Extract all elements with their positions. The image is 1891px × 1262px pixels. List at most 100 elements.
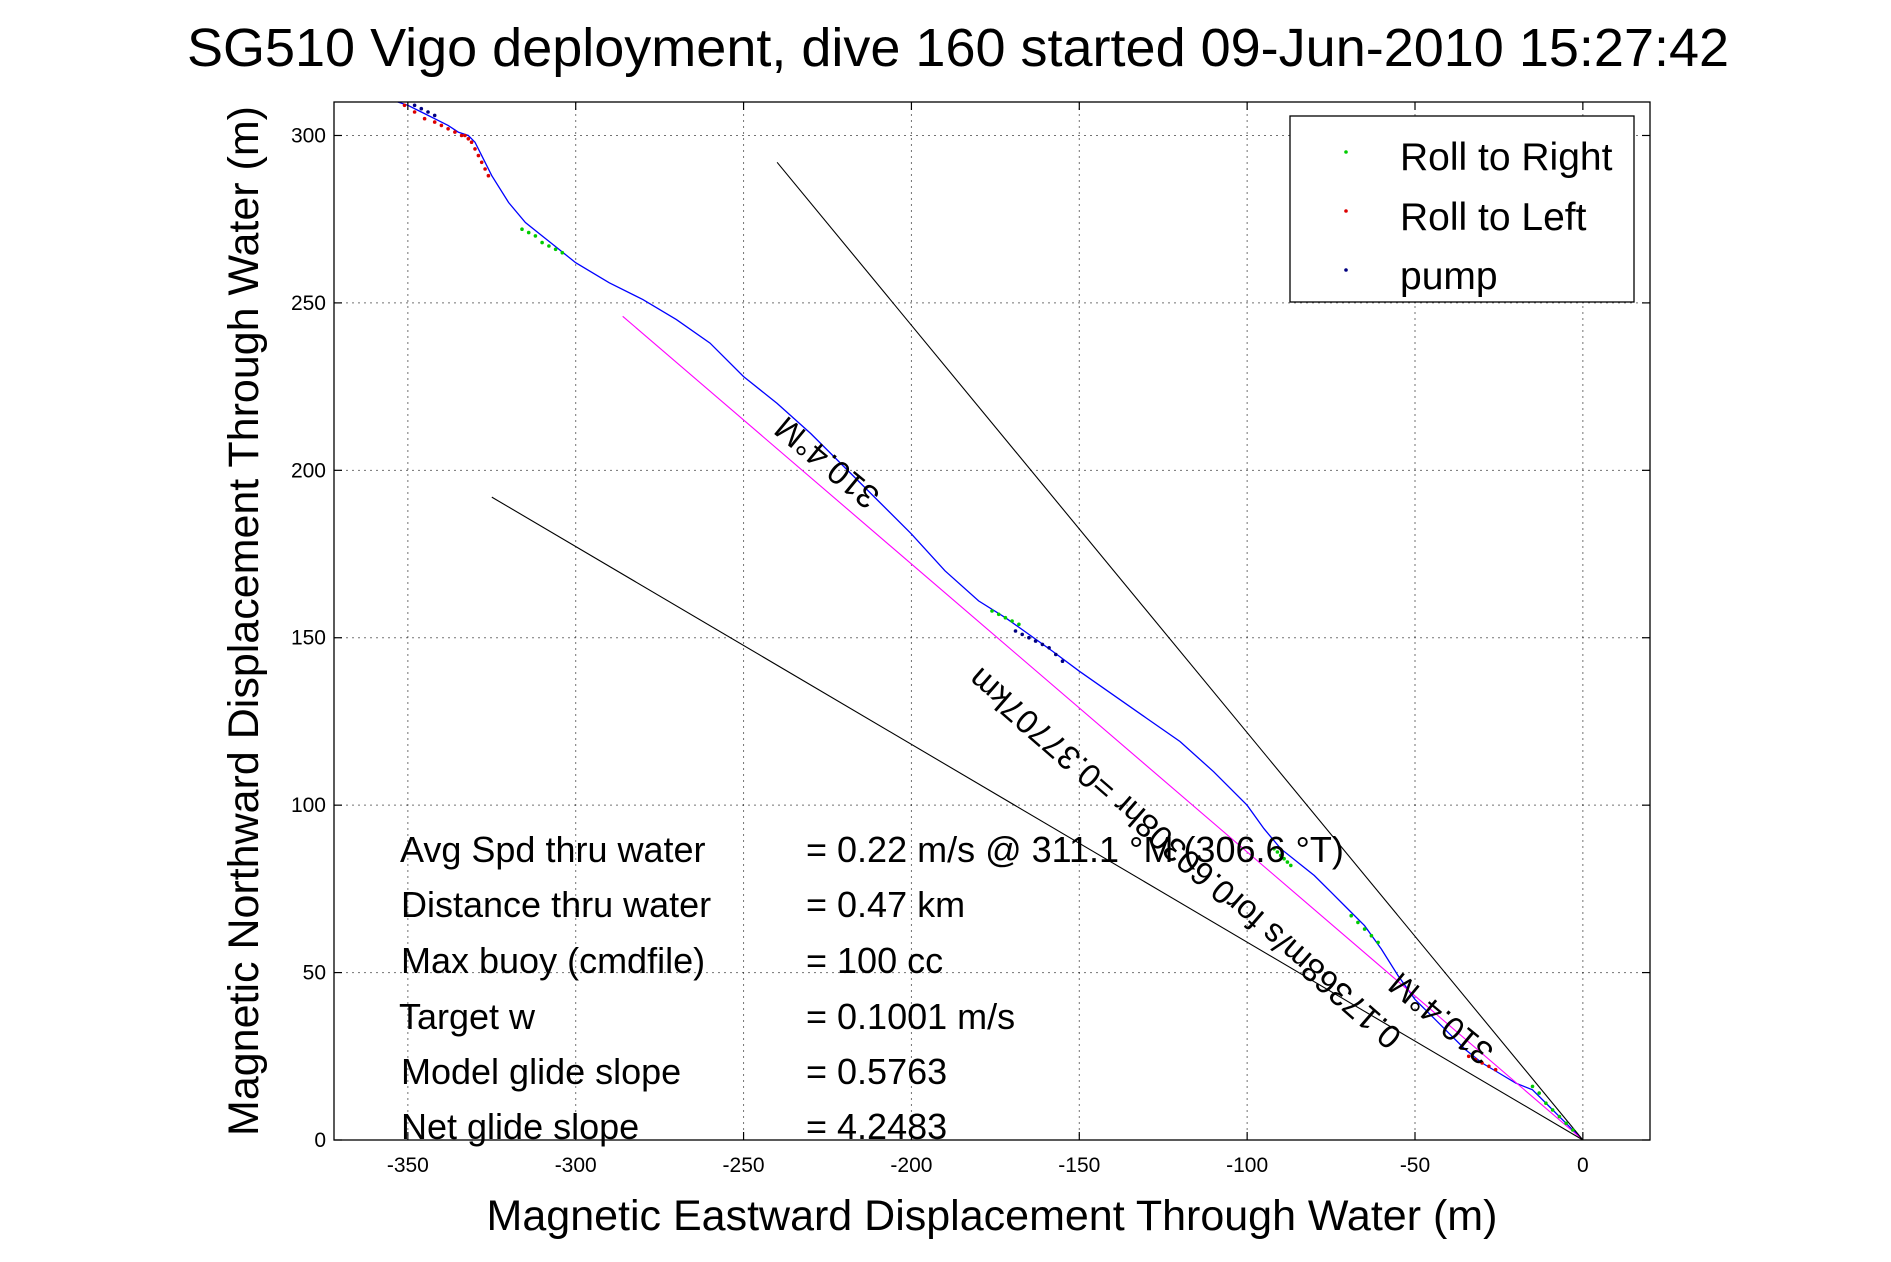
grid (334, 102, 1650, 1141)
roll-left-point (1493, 1067, 1498, 1072)
depth-average-current-line (622, 315, 1584, 1141)
y-tick-label: 200 (291, 459, 326, 482)
heading-reference-line (491, 496, 1584, 1141)
roll-left-point (479, 160, 484, 165)
summary-label-target-w: Target w (399, 996, 536, 1037)
summary-label-max-buoy: Max buoy (cmdfile) (401, 940, 705, 981)
roll-right-point (1278, 853, 1283, 858)
x-tick-label: -150 (1058, 1154, 1100, 1177)
summary-value-distance: = 0.47 km (806, 884, 965, 925)
y-tick-label: 50 (303, 962, 326, 985)
y-tick-label: 300 (291, 124, 326, 147)
y-axis-label: Magnetic Northward Displacement Through … (220, 106, 268, 1136)
roll-right-point (526, 230, 531, 235)
roll-left-point (446, 127, 450, 131)
legend-marker-roll-right (1344, 150, 1348, 154)
roll-right-point (1530, 1084, 1535, 1089)
summary-value-net-glide: = 4.2483 (806, 1106, 947, 1147)
roll-right-point (1376, 940, 1380, 945)
x-tick-label: -50 (1400, 1154, 1430, 1177)
pump-point (432, 113, 437, 118)
roll-left-point (1487, 1064, 1491, 1069)
roll-right-point (1571, 1128, 1575, 1132)
x-tick-label: -250 (723, 1154, 765, 1177)
roll-right-point (1362, 927, 1367, 931)
summary-value-max-buoy: = 100 cc (806, 940, 943, 981)
pump-point (426, 110, 430, 114)
roll-right-point (1356, 920, 1360, 925)
roll-left-point (486, 173, 491, 178)
roll-left-point (483, 167, 487, 171)
roll-right-point (1557, 1114, 1562, 1119)
pump-point (1054, 652, 1058, 657)
roll-right-point (996, 612, 1001, 617)
roll-right-point (560, 250, 565, 255)
roll-right-point (1537, 1091, 1541, 1095)
summary-value-target-w: = 0.1001 m/s (806, 996, 1015, 1037)
roll-left-point (459, 133, 464, 138)
roll-right-point (547, 244, 551, 248)
x-tick-label: -200 (890, 1154, 932, 1177)
summary-label-net-glide: Net glide slope (401, 1106, 639, 1147)
pump-point (412, 103, 417, 108)
roll-right-point (1564, 1121, 1568, 1126)
roll-left-point (422, 116, 427, 121)
axis-ticks: -350 -300 -250 -200 -150 -100 -50 0 0 50 100 150 200… (291, 102, 1650, 1177)
x-axis-label: Magnetic Eastward Displacement Through W… (487, 1192, 1498, 1240)
summary-label-avg-speed: Avg Spd thru water (400, 829, 706, 870)
roll-right-point (1275, 850, 1280, 854)
x-tick-label: -350 (387, 1154, 429, 1177)
y-tick-label: 100 (291, 794, 326, 817)
x-tick-label: -300 (555, 1154, 597, 1177)
roll-right-point (1010, 619, 1014, 623)
legend-label-pump: pump (1400, 255, 1498, 298)
roll-right-point (1285, 860, 1290, 864)
pump-point (1040, 642, 1045, 647)
legend-label-roll-left: Roll to Left (1400, 196, 1587, 239)
pump-point (1027, 635, 1031, 640)
roll-right-point (990, 609, 994, 613)
heading-reference-line (776, 161, 1584, 1141)
pump-point (1060, 659, 1065, 663)
roll-right-point (1289, 863, 1293, 868)
summary-value-model-glide: = 0.5763 (806, 1051, 947, 1092)
roll-left-point (466, 137, 471, 141)
legend-marker-pump (1344, 268, 1348, 272)
pump-point (1013, 629, 1018, 633)
x-tick-label: -100 (1226, 1154, 1268, 1177)
roll-right-point (1003, 615, 1008, 620)
pump-point (1047, 646, 1051, 650)
chart-title: SG510 Vigo deployment, dive 160 started … (187, 18, 1729, 78)
roll-right-point (1282, 856, 1286, 861)
pump-point (1020, 632, 1024, 637)
roll-left-point (1473, 1057, 1478, 1062)
roll-left-point (402, 103, 407, 108)
roll-left-point (469, 140, 474, 144)
heading-annotation-top: 310.4°M (767, 409, 886, 516)
legend-marker-roll-left (1344, 209, 1348, 213)
roll-right-point (1544, 1101, 1548, 1105)
y-tick-label: 0 (314, 1129, 326, 1152)
y-tick-label: 250 (291, 292, 326, 315)
roll-left-point (463, 133, 467, 138)
roll-right-point (540, 240, 544, 245)
roll-left-point (476, 153, 481, 158)
roll-right-point (533, 234, 538, 238)
roll-right-point (553, 247, 558, 252)
legend-box (1289, 115, 1635, 303)
glider-track-line (397, 101, 1584, 1141)
summary-value-avg-speed: = 0.22 m/s @ 311.1 °M (306.6 °T) (806, 829, 1344, 870)
roll-left-point (412, 110, 417, 114)
legend-label-roll-right: Roll to Right (1400, 136, 1613, 179)
roll-right-point (1272, 846, 1276, 851)
roll-right-point (1017, 622, 1021, 627)
roll-right-point (1369, 933, 1374, 938)
roll-left-point (473, 147, 477, 151)
pump-point (1033, 639, 1038, 643)
roll-left-point (432, 120, 437, 124)
roll-left-point (439, 123, 444, 128)
plot-markers (402, 103, 1575, 1132)
y-tick-label: 150 (291, 627, 326, 650)
roll-left-point (1466, 1054, 1471, 1059)
